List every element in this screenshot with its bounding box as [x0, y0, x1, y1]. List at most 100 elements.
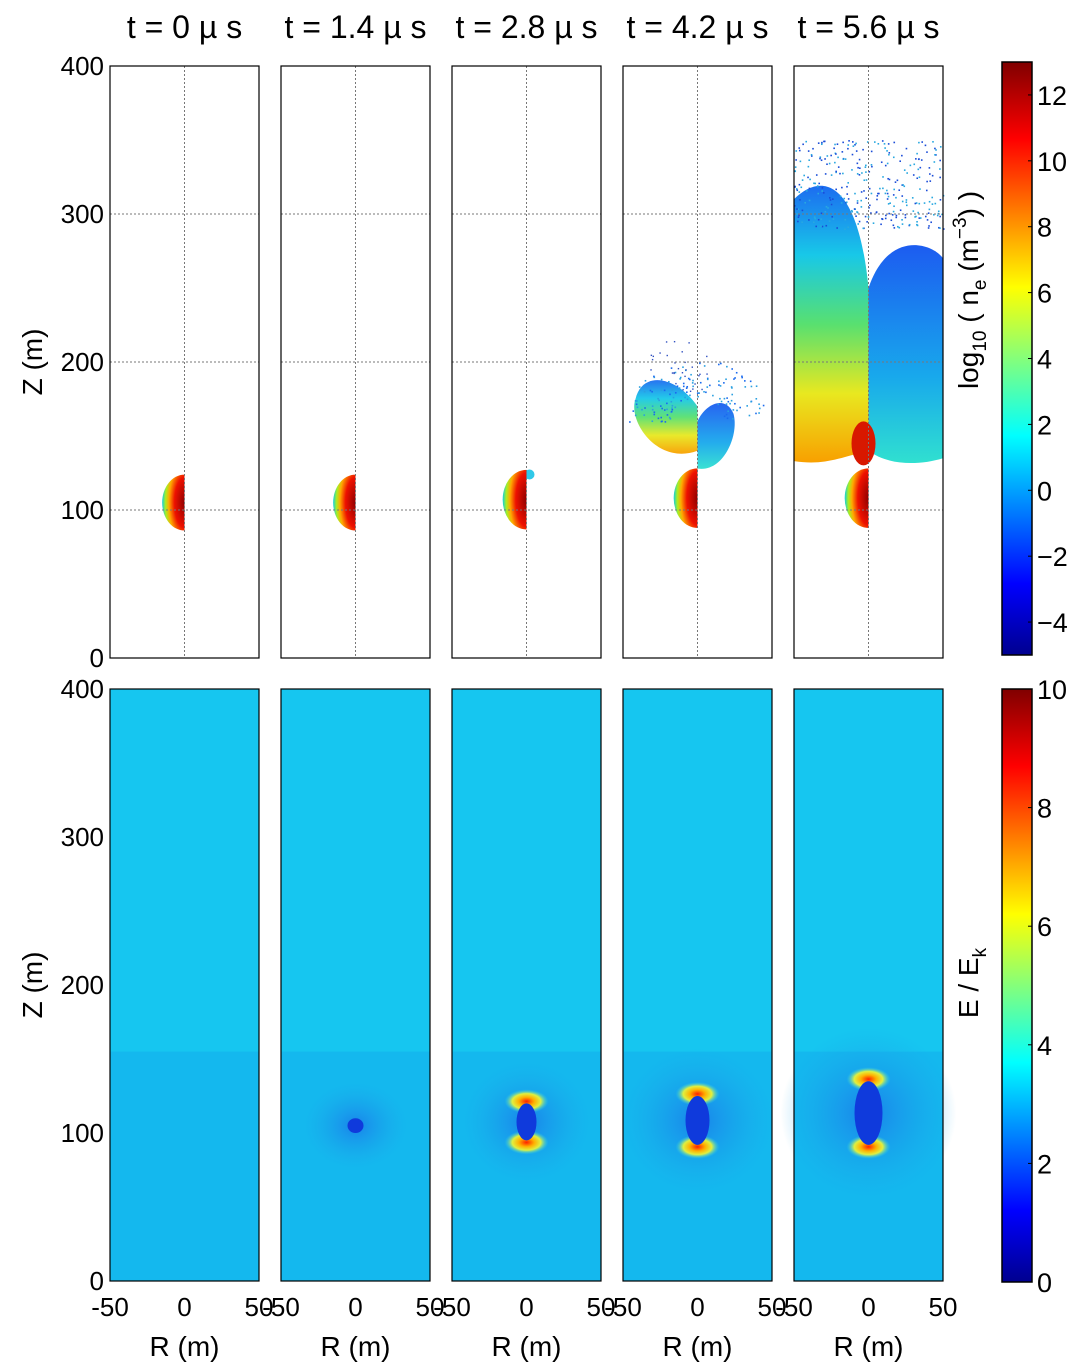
streamer-speck — [733, 378, 735, 380]
streamer-speck — [629, 421, 631, 423]
streamer-speck — [671, 408, 674, 411]
streamer-speck — [706, 377, 709, 380]
streamer-speck — [895, 214, 898, 217]
field-tip-bottom — [504, 1130, 549, 1155]
streamer-speck — [917, 158, 920, 161]
streamer-speck — [926, 151, 928, 153]
streamer-speck — [709, 384, 711, 387]
streamer-speck — [682, 389, 684, 391]
streamer-speck — [821, 187, 824, 189]
streamer-speck — [931, 203, 934, 205]
streamer-speck — [750, 385, 753, 388]
streamer-speck — [741, 376, 743, 379]
streamer-speck — [820, 212, 823, 215]
streamer-speck — [841, 186, 843, 189]
streamer-speck — [673, 340, 676, 343]
streamer-speck — [725, 378, 727, 381]
streamer-speck — [819, 156, 822, 158]
time-label: t = 5.6 µ s — [797, 9, 939, 45]
streamer-speck — [882, 187, 884, 190]
streamer-speck — [799, 199, 801, 201]
streamer-speck — [666, 354, 668, 357]
streamer-speck — [762, 404, 765, 407]
field-panel — [451, 688, 602, 1282]
streamer-speck — [866, 221, 868, 223]
streamer-speck — [916, 220, 918, 223]
streamer-speck — [682, 366, 684, 368]
streamer-speck — [651, 408, 654, 411]
streamer-speck — [652, 355, 655, 358]
plasma-cloud-right — [697, 402, 735, 469]
streamer-speck — [939, 227, 941, 229]
y-tick-label: 200 — [61, 970, 104, 1000]
streamer-speck — [924, 215, 927, 218]
streamer-speck — [750, 400, 752, 403]
streamer-speck — [881, 140, 884, 142]
streamer-speck — [632, 410, 635, 412]
streamer-speck — [635, 403, 638, 406]
streamer-speck — [893, 188, 895, 191]
streamer-speck — [668, 380, 670, 383]
streamer-speck — [829, 199, 832, 201]
y-tick-label: 300 — [61, 199, 104, 229]
streamer-speck — [918, 217, 921, 219]
streamer-speck — [905, 201, 908, 204]
panel-frame — [793, 688, 944, 1282]
streamer-speck — [653, 375, 655, 378]
colorbar-tick-label: 10 — [1037, 147, 1067, 177]
streamer-speck — [821, 225, 824, 228]
streamer-speck — [725, 413, 728, 416]
streamer-speck — [834, 161, 836, 164]
field-panels — [109, 688, 957, 1282]
streamer-speck — [892, 224, 895, 227]
plasma-blob — [502, 469, 527, 530]
streamer-speck — [794, 170, 796, 172]
streamer-speck — [802, 143, 804, 146]
streamer-speck — [840, 202, 843, 204]
streamer-speck — [732, 409, 735, 411]
r-axis-label: R (m) — [834, 1331, 904, 1362]
streamer-speck — [863, 190, 865, 192]
streamer-speck — [803, 174, 805, 177]
streamer-speck — [796, 189, 799, 192]
x-tick-label: -50 — [91, 1292, 129, 1322]
density-panels — [109, 65, 945, 659]
streamer-speck — [807, 176, 809, 179]
streamer-speck — [853, 208, 856, 210]
streamer-speck — [670, 400, 673, 403]
streamer-speck — [880, 161, 883, 164]
streamer-speck — [684, 396, 686, 399]
streamer-speck — [837, 156, 839, 159]
streamer-speck — [723, 415, 726, 418]
streamer-speck — [692, 388, 694, 390]
streamer-speck — [673, 372, 675, 374]
colorbar-field-label: E / Ek — [953, 947, 991, 1018]
streamer-speck — [887, 203, 890, 205]
streamer-speck — [866, 141, 869, 143]
streamer-speck — [670, 410, 673, 413]
streamer-speck — [660, 378, 663, 381]
streamer-speck — [846, 193, 849, 195]
r-axis-label: R (m) — [663, 1331, 733, 1362]
streamer-speck — [697, 395, 699, 398]
colorbar-tick-label: −2 — [1037, 542, 1068, 572]
streamer-speck — [734, 377, 736, 379]
streamer-speck — [857, 166, 859, 169]
streamer-speck — [843, 197, 846, 200]
streamer-speck — [669, 393, 671, 396]
streamer-speck — [634, 414, 637, 417]
time-label: t = 2.8 µ s — [455, 9, 597, 45]
streamer-speck — [651, 390, 653, 393]
streamer-speck — [681, 372, 684, 374]
density-panel — [622, 65, 773, 659]
panel-frame — [793, 65, 944, 659]
streamer-speck — [810, 154, 813, 156]
streamer-speck — [856, 200, 859, 202]
streamer-speck — [668, 416, 671, 419]
streamer-speck — [884, 217, 887, 220]
streamer-speck — [824, 173, 827, 175]
streamer-speck — [818, 182, 821, 185]
streamer-speck — [854, 143, 856, 146]
streamer-speck — [928, 167, 931, 169]
streamer-speck — [937, 210, 940, 213]
